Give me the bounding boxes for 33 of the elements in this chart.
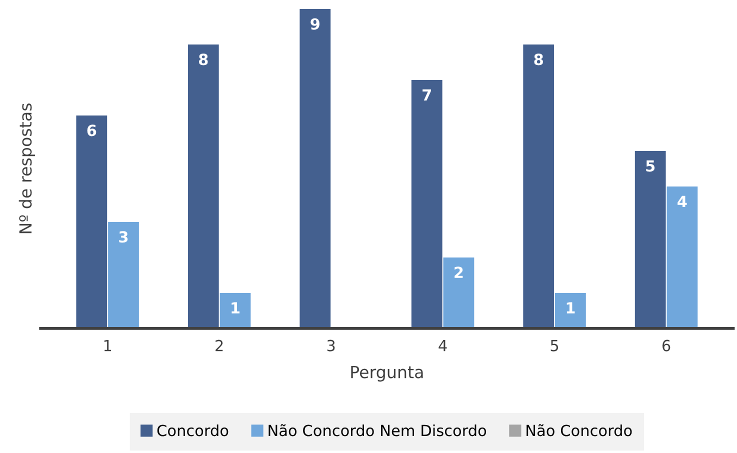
data-label: 6 (87, 124, 96, 136)
data-label: 8 (534, 54, 543, 66)
data-label: 1 (566, 302, 575, 314)
x-tick-label: 6 (662, 340, 670, 352)
bar (108, 222, 139, 328)
bar (443, 257, 474, 328)
x-tick-label: 1 (104, 340, 112, 352)
bar (555, 292, 586, 328)
bar (523, 44, 554, 328)
x-tick-label: 2 (216, 340, 223, 352)
data-label: 2 (454, 266, 463, 278)
bar (76, 116, 108, 328)
data-label: 7 (422, 89, 431, 101)
legend-label: Concordo (157, 424, 228, 436)
data-label: 8 (199, 54, 208, 66)
x-tick-label: 5 (550, 340, 558, 352)
x-tick-label: 4 (438, 340, 447, 352)
y-axis-title: Nº de respostas (18, 104, 35, 234)
data-label: 3 (119, 231, 128, 243)
data-label: 4 (678, 196, 687, 207)
bar (634, 151, 666, 328)
x-axis-title: Pergunta (351, 366, 423, 382)
bar (220, 292, 251, 328)
legend-label: Não Concordo (526, 424, 632, 436)
data-label: 9 (310, 18, 320, 30)
data-label: 1 (232, 302, 240, 314)
bar (411, 80, 442, 328)
x-tick-label: 3 (327, 340, 335, 352)
bar (666, 186, 698, 328)
bar (300, 9, 331, 328)
legend-label: Não Concordo Nem Discordo (268, 424, 486, 436)
bar (188, 44, 219, 328)
data-label: 5 (646, 160, 655, 172)
